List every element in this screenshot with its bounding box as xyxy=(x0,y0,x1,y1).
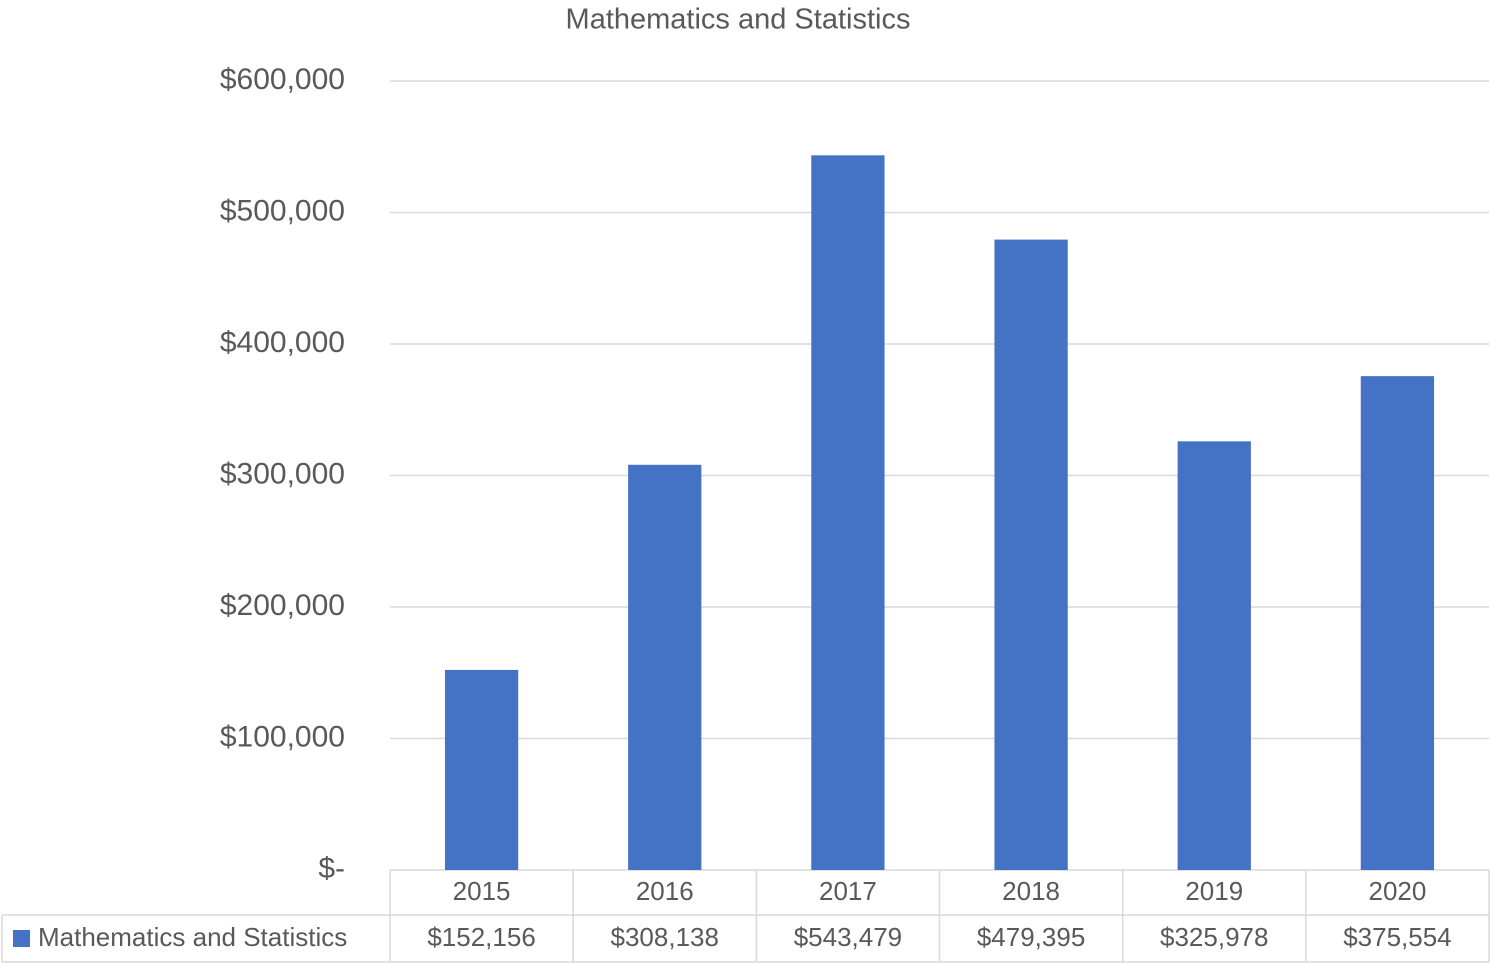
y-tick-label: $600,000 xyxy=(220,63,345,96)
bar xyxy=(1360,376,1435,870)
data-table-value: $375,554 xyxy=(1343,922,1451,952)
data-table-value: $325,978 xyxy=(1160,922,1268,952)
data-table-value: $308,138 xyxy=(611,922,719,952)
data-table-value: $543,479 xyxy=(794,922,902,952)
x-tick-label: 2015 xyxy=(453,876,511,906)
bar xyxy=(1177,441,1251,870)
y-tick-label: $500,000 xyxy=(220,194,345,227)
x-tick-label: 2019 xyxy=(1185,876,1243,906)
legend-swatch xyxy=(13,930,30,947)
data-table-value: $479,395 xyxy=(977,922,1085,952)
bar xyxy=(811,155,885,870)
bar xyxy=(628,464,702,870)
y-tick-label: $400,000 xyxy=(220,326,345,359)
data-table-value: $152,156 xyxy=(427,922,535,952)
y-tick-label: $200,000 xyxy=(220,589,345,622)
legend-label: Mathematics and Statistics xyxy=(38,922,347,952)
x-tick-label: 2018 xyxy=(1002,876,1060,906)
x-tick-label: 2016 xyxy=(636,876,694,906)
y-tick-label: $- xyxy=(318,852,345,885)
x-tick-label: 2017 xyxy=(819,876,877,906)
bar xyxy=(994,239,1068,870)
bar xyxy=(444,669,519,870)
x-tick-label: 2020 xyxy=(1368,876,1426,906)
y-tick-label: $100,000 xyxy=(220,720,345,753)
chart-title: Mathematics and Statistics xyxy=(566,4,911,36)
y-tick-label: $300,000 xyxy=(220,457,345,490)
